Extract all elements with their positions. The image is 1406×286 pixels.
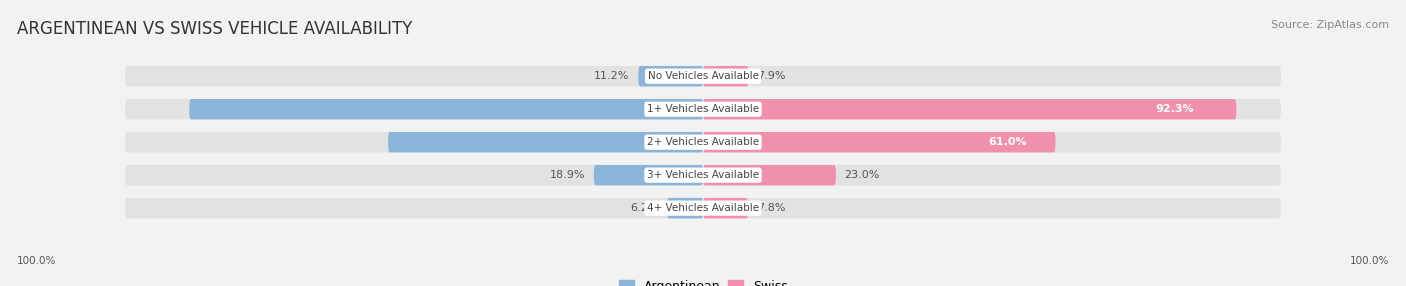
Text: 100.0%: 100.0% bbox=[1350, 256, 1389, 266]
FancyBboxPatch shape bbox=[703, 132, 1056, 152]
Legend: Argentinean, Swiss: Argentinean, Swiss bbox=[613, 275, 793, 286]
FancyBboxPatch shape bbox=[703, 99, 1236, 120]
FancyBboxPatch shape bbox=[190, 99, 703, 120]
FancyBboxPatch shape bbox=[125, 66, 1281, 86]
Text: 3+ Vehicles Available: 3+ Vehicles Available bbox=[647, 170, 759, 180]
FancyBboxPatch shape bbox=[125, 99, 1281, 120]
Text: 1+ Vehicles Available: 1+ Vehicles Available bbox=[647, 104, 759, 114]
Text: 2+ Vehicles Available: 2+ Vehicles Available bbox=[647, 137, 759, 147]
FancyBboxPatch shape bbox=[388, 132, 703, 152]
FancyBboxPatch shape bbox=[638, 66, 703, 86]
Text: Source: ZipAtlas.com: Source: ZipAtlas.com bbox=[1271, 20, 1389, 30]
Text: 11.2%: 11.2% bbox=[595, 71, 630, 81]
FancyBboxPatch shape bbox=[593, 165, 703, 185]
Text: 18.9%: 18.9% bbox=[550, 170, 585, 180]
Text: 6.2%: 6.2% bbox=[630, 203, 658, 213]
FancyBboxPatch shape bbox=[668, 198, 703, 218]
Text: 92.3%: 92.3% bbox=[1156, 104, 1194, 114]
FancyBboxPatch shape bbox=[125, 198, 1281, 218]
Text: 23.0%: 23.0% bbox=[845, 170, 880, 180]
Text: 7.9%: 7.9% bbox=[758, 71, 786, 81]
Text: 4+ Vehicles Available: 4+ Vehicles Available bbox=[647, 203, 759, 213]
Text: 7.8%: 7.8% bbox=[756, 203, 785, 213]
FancyBboxPatch shape bbox=[125, 132, 1281, 152]
FancyBboxPatch shape bbox=[703, 165, 837, 185]
Text: 54.5%: 54.5% bbox=[678, 137, 716, 147]
Text: 88.9%: 88.9% bbox=[662, 104, 700, 114]
Text: 100.0%: 100.0% bbox=[17, 256, 56, 266]
Text: ARGENTINEAN VS SWISS VEHICLE AVAILABILITY: ARGENTINEAN VS SWISS VEHICLE AVAILABILIT… bbox=[17, 20, 412, 38]
Text: No Vehicles Available: No Vehicles Available bbox=[648, 71, 758, 81]
FancyBboxPatch shape bbox=[703, 66, 748, 86]
FancyBboxPatch shape bbox=[703, 198, 748, 218]
Text: 61.0%: 61.0% bbox=[988, 137, 1028, 147]
FancyBboxPatch shape bbox=[125, 165, 1281, 185]
